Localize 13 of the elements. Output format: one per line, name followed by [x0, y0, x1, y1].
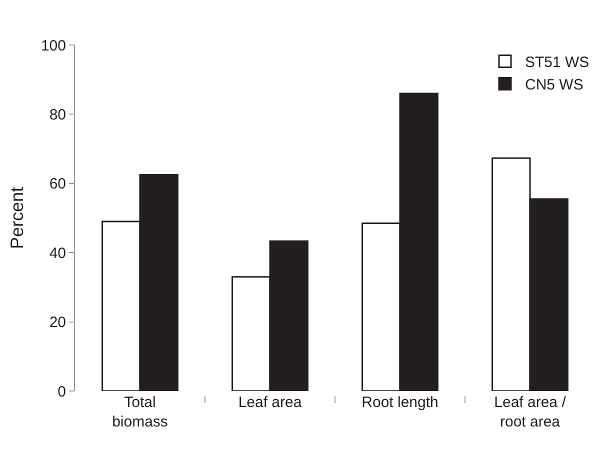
x-tick-label: Total biomass	[112, 394, 168, 430]
legend-label: CN5 WS	[525, 76, 584, 94]
y-tick-label: 80	[49, 106, 66, 124]
y-tick-label: 20	[49, 314, 66, 332]
y-tick-label: 0	[58, 383, 66, 400]
x-tick-label: Leaf area	[238, 394, 302, 411]
y-tick-label: 100	[40, 37, 66, 54]
y-axis-title: Percent	[7, 186, 28, 250]
legend-label: ST51 WS	[525, 54, 590, 72]
y-tick-label: 60	[49, 176, 66, 193]
y-tick-label: 40	[49, 244, 66, 262]
x-tick-label: Root length	[362, 394, 438, 411]
x-tick-label: Leaf area / root area	[494, 394, 567, 430]
